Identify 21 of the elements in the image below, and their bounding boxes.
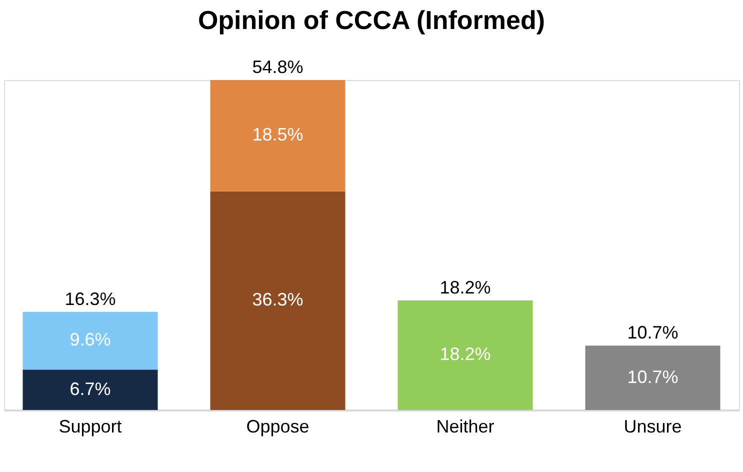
bar [585, 346, 720, 410]
x-tick-label: Unsure [624, 416, 682, 436]
total-label: 16.3% [64, 288, 116, 309]
x-tick-label: Neither [436, 416, 494, 436]
data-label: 18.2% [440, 344, 491, 364]
bar [210, 191, 346, 410]
x-tick-label: Oppose [246, 416, 310, 436]
data-label: 36.3% [252, 290, 304, 310]
total-label: 18.2% [440, 277, 491, 298]
bar [22, 370, 158, 410]
total-label: 10.7% [627, 322, 678, 343]
data-label: 9.6% [70, 330, 111, 350]
x-tick-label: Support [58, 416, 122, 436]
chart-title: Opinion of CCCA (Informed) [198, 5, 546, 35]
total-label: 54.8% [252, 57, 304, 77]
bar [398, 300, 533, 410]
data-label: 6.7% [70, 378, 111, 399]
bar [22, 312, 158, 370]
bar [210, 80, 346, 192]
data-label: 10.7% [627, 366, 678, 387]
data-label: 18.5% [252, 124, 304, 145]
